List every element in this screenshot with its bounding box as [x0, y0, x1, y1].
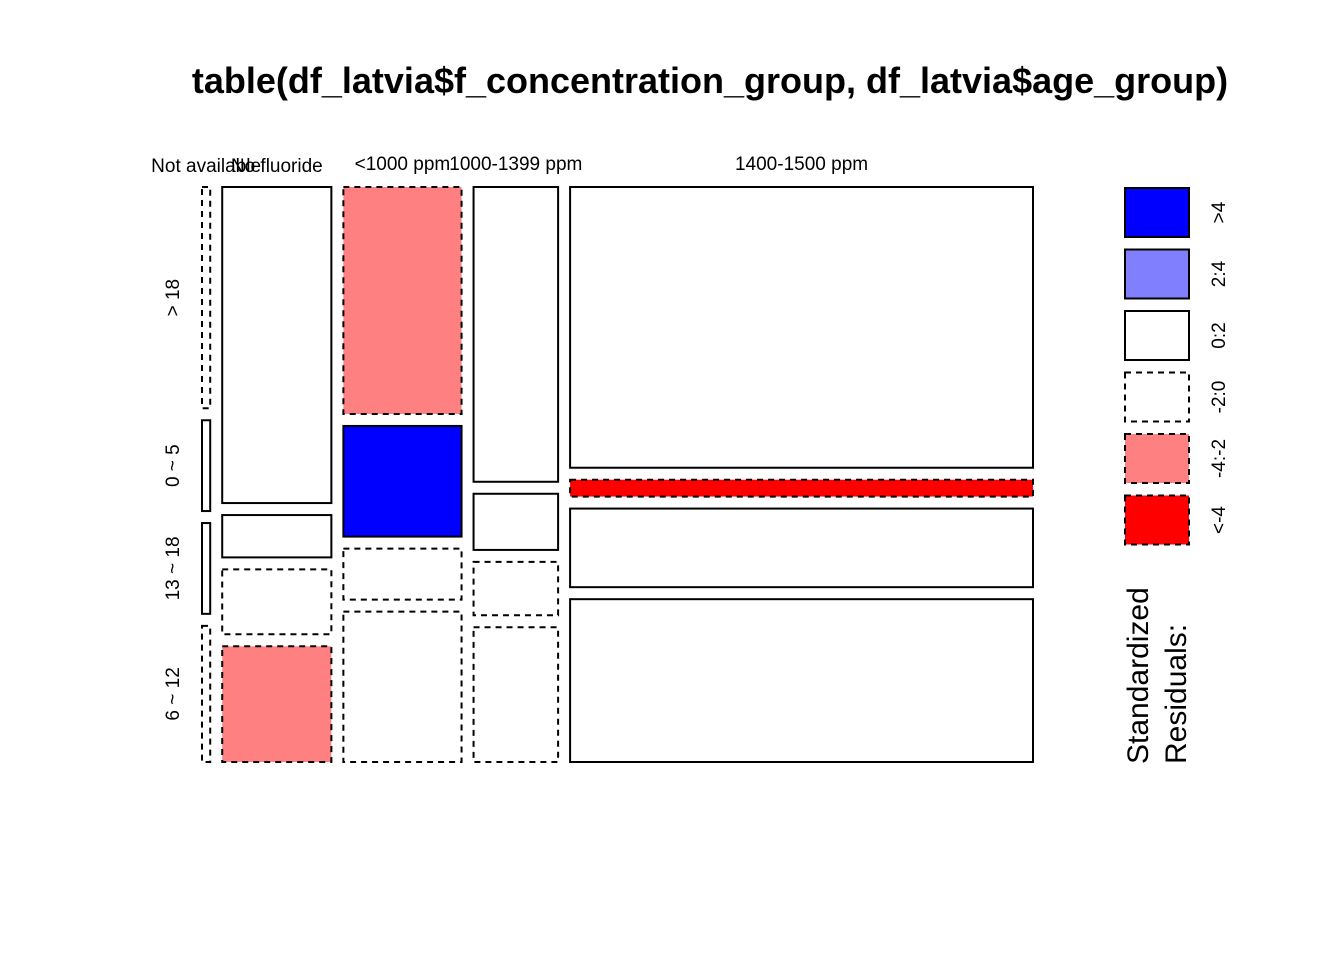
tile-1000-1399-ppm-0-5	[472, 492, 560, 551]
chart-title: table(df_latvia$f_concentration_group, d…	[192, 60, 1228, 101]
legend-swatch-0-2-2	[1124, 310, 1190, 361]
legend-swatch-4-0	[1124, 187, 1190, 238]
row-label-13-18: 13 ~ 18	[163, 536, 184, 600]
legend-label-2: 0:2	[1209, 322, 1230, 348]
column-label-not-available: Not available	[151, 156, 261, 177]
mosaic-tiles	[201, 186, 1035, 764]
tile-1000-1399-ppm-6-12	[472, 626, 560, 763]
tile-1400-1500-ppm-6-12	[569, 598, 1035, 763]
legend-label-0: >4	[1209, 201, 1230, 223]
column-label-1000-ppm: <1000 ppm	[355, 154, 451, 175]
legend-label-3: -2:0	[1209, 381, 1230, 414]
column-label-no-fluoride: No fluoride	[231, 156, 323, 177]
row-label-18: > 18	[163, 279, 184, 317]
legend-label-1: 2:4	[1209, 260, 1230, 287]
row-labels: > 18 0 ~ 5 13 ~ 18 6 ~ 12	[163, 279, 184, 721]
tile-not-available-0-5	[201, 419, 212, 513]
legend-swatch-2-0-3	[1124, 371, 1190, 423]
tile-not-available-18	[201, 186, 212, 410]
tile-1000-1399-ppm-13-18	[472, 560, 560, 617]
tile-1000-ppm-6-12	[342, 610, 463, 764]
tile-1400-1500-ppm-18	[569, 186, 1035, 469]
legend-swatch-4-2-4	[1124, 433, 1190, 484]
legend-swatch-4-5	[1124, 494, 1190, 546]
tile-no-fluoride-6-12	[221, 645, 333, 763]
tile-no-fluoride-0-5	[221, 514, 333, 559]
tile-no-fluoride-13-18	[221, 568, 333, 636]
column-label-1000-1399-ppm: 1000-1399 ppm	[449, 154, 582, 175]
legend-title-line1: Standardized	[1122, 587, 1155, 764]
tile-1000-1399-ppm-18	[472, 186, 560, 483]
legend-label-4: -4:-2	[1209, 439, 1230, 478]
tile-1400-1500-ppm-13-18	[569, 507, 1035, 589]
tile-1000-ppm-18	[342, 186, 463, 415]
tile-1400-1500-ppm-0-5	[569, 478, 1035, 498]
row-label-0-5: 0 ~ 5	[163, 444, 184, 487]
row-label-6-12: 6 ~ 12	[163, 667, 184, 720]
column-label-1400-1500-ppm: 1400-1500 ppm	[735, 154, 868, 175]
tile-1000-ppm-13-18	[342, 547, 463, 601]
residuals-legend: Standardized Residuals: >4 2:4 0:2 -2:0 -4:-…	[1122, 187, 1230, 764]
tile-not-available-13-18	[201, 522, 212, 615]
legend-label-5: <-4	[1209, 506, 1230, 534]
tile-1000-ppm-0-5	[342, 424, 463, 538]
tile-no-fluoride-18	[221, 186, 333, 505]
legend-swatch-2-4-1	[1124, 248, 1190, 300]
legend-title-line2: Residuals:	[1160, 624, 1193, 764]
tile-not-available-6-12	[201, 624, 212, 764]
